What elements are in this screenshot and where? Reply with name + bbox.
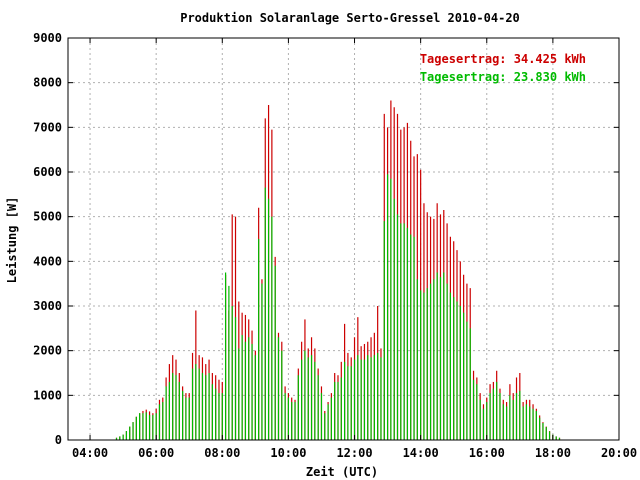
series-green-bars [115, 174, 561, 440]
y-axis-label: Leistung [W] [5, 197, 19, 284]
x-axis: 04:00 06:00 08:00 10:00 12:00 14:00 16:00 18:00… [72, 38, 637, 460]
y-tick-label: 5000 [33, 210, 62, 224]
x-tick-label: 20:00 [601, 446, 637, 460]
x-tick-label: 06:00 [138, 446, 174, 460]
x-axis-label: Zeit (UTC) [306, 465, 378, 479]
y-tick-label: 8000 [33, 76, 62, 90]
legend-series-green: Tagesertrag: 23.830 kWh [420, 70, 586, 84]
x-tick-label: 10:00 [270, 446, 306, 460]
x-tick-label: 18:00 [535, 446, 571, 460]
plot-frame [67, 37, 620, 441]
y-tick-label: 6000 [33, 165, 62, 179]
y-tick-label: 1000 [33, 388, 62, 402]
y-tick-label: 7000 [33, 120, 62, 134]
x-tick-label: 04:00 [72, 446, 108, 460]
y-tick-label: 2000 [33, 344, 62, 358]
legend-series-red: Tagesertrag: 34.425 kWh [420, 52, 586, 66]
chart-title: Produktion Solaranlage Serto-Gressel 201… [180, 11, 520, 25]
y-tick-label: 3000 [33, 299, 62, 313]
x-tick-label: 16:00 [469, 446, 505, 460]
x-tick-label: 14:00 [403, 446, 439, 460]
y-tick-label: 0 [55, 433, 62, 447]
x-tick-label: 08:00 [204, 446, 240, 460]
y-axis: 0 1000 2000 3000 4000 5000 6000 7000 8000 9000 [33, 31, 619, 447]
y-tick-label: 4000 [33, 254, 62, 268]
y-tick-label: 9000 [33, 31, 62, 45]
x-tick-label: 12:00 [336, 446, 372, 460]
